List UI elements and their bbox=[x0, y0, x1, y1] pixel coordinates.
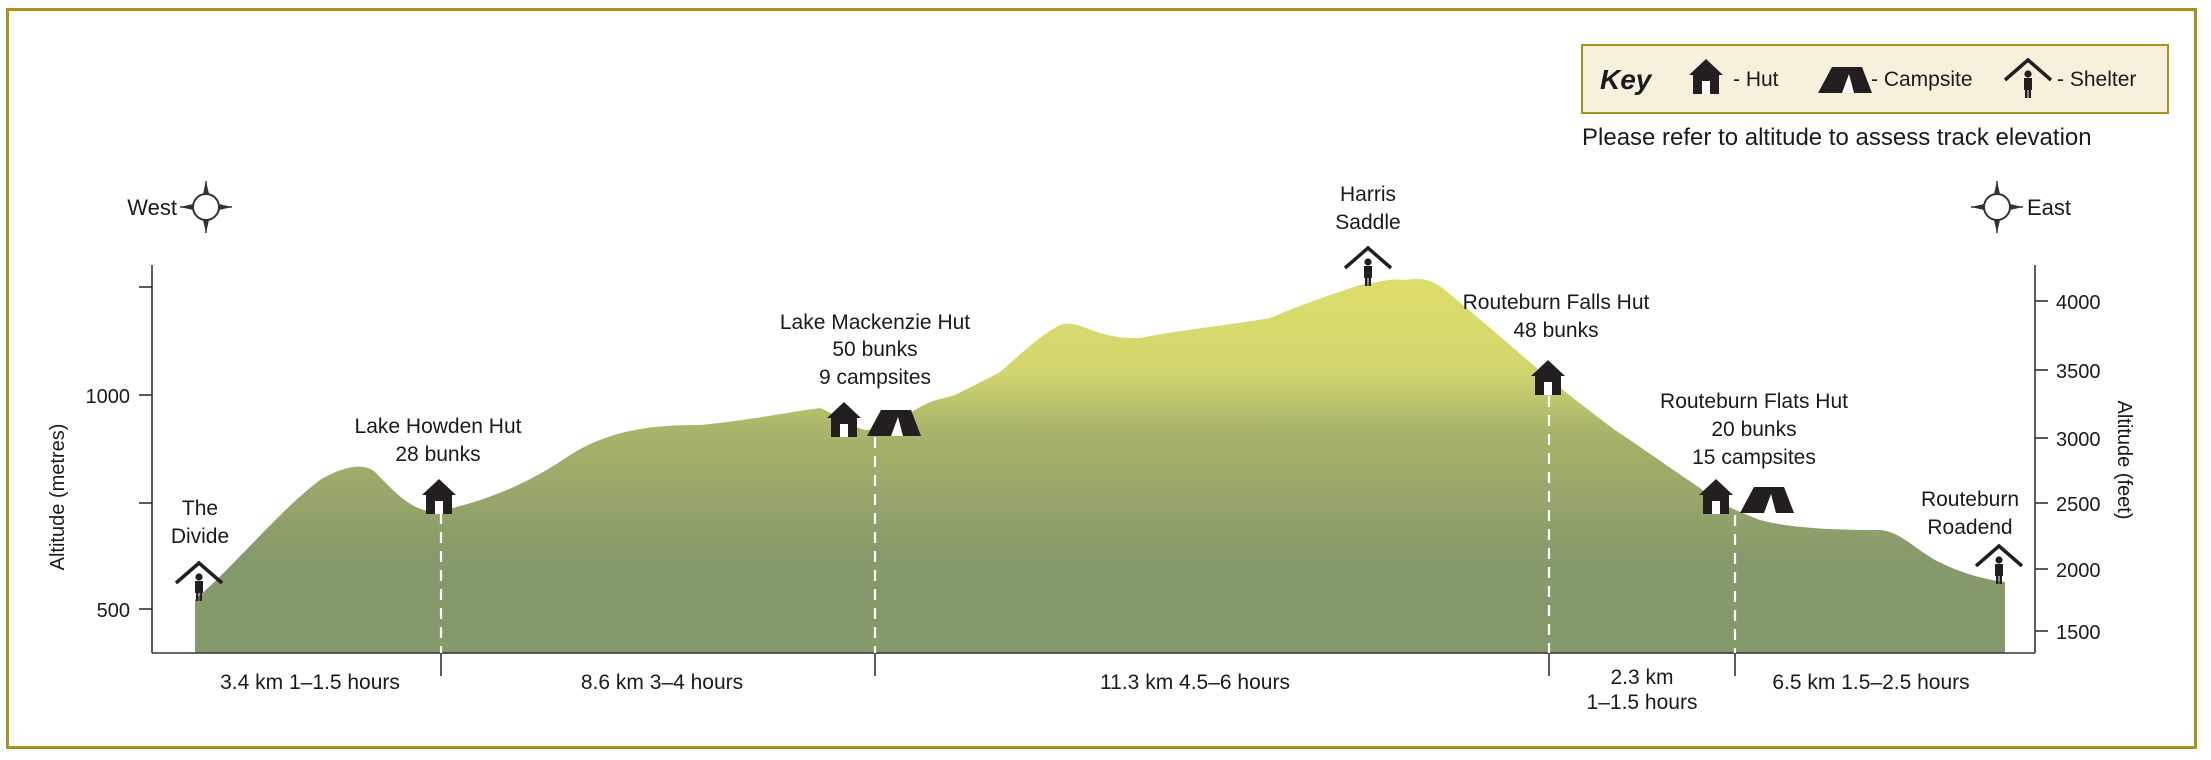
left-tick-500: 500 bbox=[97, 600, 130, 622]
howden-label-2: 28 bunks bbox=[395, 443, 480, 466]
harris-saddle-shelter-icon bbox=[1343, 246, 1393, 288]
mackenzie-label-2: 50 bunks bbox=[832, 338, 917, 361]
right-tick-2500: 2500 bbox=[2056, 494, 2101, 516]
west-compass: West bbox=[127, 180, 233, 234]
axes bbox=[139, 265, 2048, 676]
routeburn-flats-hut-icon bbox=[1699, 479, 1733, 514]
segment-4-label-1: 2.3 km bbox=[1610, 666, 1673, 689]
flats-label-3: 15 campsites bbox=[1692, 446, 1816, 469]
falls-label-2: 48 bunks bbox=[1513, 319, 1598, 342]
right-tick-1500: 1500 bbox=[2056, 622, 2101, 644]
roadend-label-2: Roadend bbox=[1927, 516, 2012, 539]
key-hut-label: - Hut bbox=[1733, 68, 1779, 91]
key-note: Please refer to altitude to assess track… bbox=[1582, 124, 2092, 151]
mackenzie-label-3: 9 campsites bbox=[819, 366, 931, 389]
compass-east-icon bbox=[1970, 180, 2024, 234]
lake-howden-hut-icon bbox=[422, 479, 456, 514]
right-tick-3000: 3000 bbox=[2056, 429, 2101, 451]
left-tick-1000: 1000 bbox=[86, 386, 131, 408]
east-label: East bbox=[2027, 195, 2071, 220]
right-tick-3500: 3500 bbox=[2056, 361, 2101, 383]
divide-label-1: The bbox=[182, 497, 218, 520]
roadend-label-1: Routeburn bbox=[1921, 488, 2019, 511]
routeburn-falls-hut-icon bbox=[1531, 360, 1565, 395]
compass-west-icon bbox=[179, 180, 233, 234]
mackenzie-label-1: Lake Mackenzie Hut bbox=[780, 311, 970, 334]
location-lines bbox=[439, 396, 1737, 653]
left-axis-label: Altitude (metres) bbox=[47, 424, 69, 571]
howden-label-1: Lake Howden Hut bbox=[355, 415, 522, 438]
west-label: West bbox=[127, 195, 177, 220]
key-shelter-label: - Shelter bbox=[2057, 68, 2136, 91]
key-box: Key - Hut - Campsite - Shelter bbox=[1581, 44, 2169, 114]
segment-2-label: 8.6 km 3–4 hours bbox=[581, 671, 743, 694]
flats-label-1: Routeburn Flats Hut bbox=[1660, 390, 1848, 413]
segment-4-label-2: 1–1.5 hours bbox=[1587, 691, 1698, 714]
segment-5-label: 6.5 km 1.5–2.5 hours bbox=[1772, 671, 1969, 694]
segment-1-label: 3.4 km 1–1.5 hours bbox=[220, 671, 400, 694]
key-title: Key bbox=[1600, 64, 1653, 95]
divide-label-2: Divide bbox=[171, 525, 229, 548]
segment-3-label: 11.3 km 4.5–6 hours bbox=[1100, 671, 1290, 694]
routeburn-flats-campsite-icon bbox=[1740, 487, 1794, 513]
lake-mackenzie-hut-icon bbox=[827, 402, 861, 437]
key-campsite-label: - Campsite bbox=[1871, 68, 1973, 91]
right-tick-4000: 4000 bbox=[2056, 292, 2101, 314]
east-compass: East bbox=[1970, 180, 2071, 234]
right-tick-2000: 2000 bbox=[2056, 560, 2101, 582]
harris-label-1: Harris bbox=[1340, 183, 1396, 206]
right-axis-label: Altitude (feet) bbox=[2113, 401, 2135, 520]
falls-label-1: Routeburn Falls Hut bbox=[1463, 291, 1650, 314]
flats-label-2: 20 bunks bbox=[1711, 418, 1796, 441]
terrain-profile bbox=[195, 279, 2005, 653]
harris-label-2: Saddle bbox=[1335, 211, 1400, 234]
